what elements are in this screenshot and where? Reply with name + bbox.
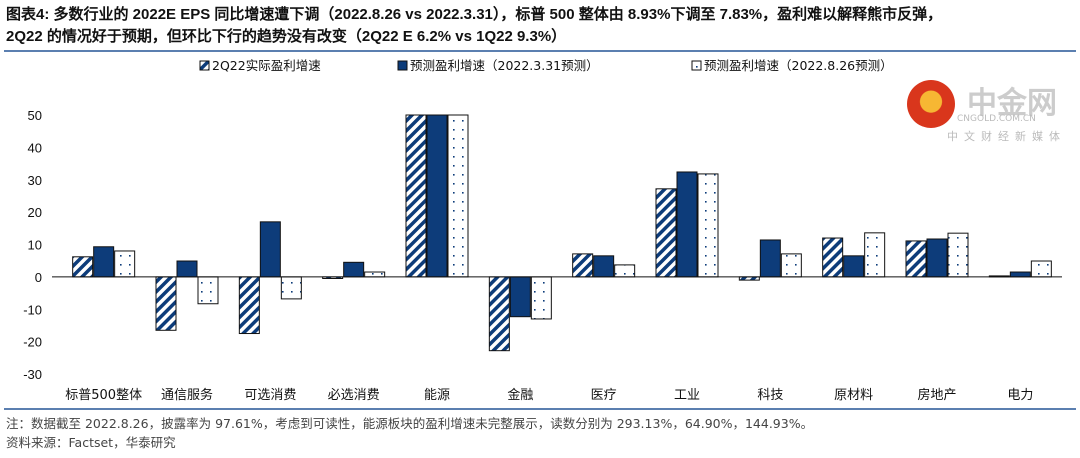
watermark-logo-icon <box>907 80 955 128</box>
y-tick-label: 20 <box>28 205 42 220</box>
bar-dots <box>197 276 219 305</box>
y-tick-label: 10 <box>28 238 42 253</box>
bar-solid <box>426 114 448 278</box>
bar-solid <box>926 238 948 278</box>
bar-dots <box>447 114 469 278</box>
bar-diagonal <box>822 237 844 278</box>
bar-dots <box>697 173 719 278</box>
chart-title: 图表4: 多数行业的 2022E EPS 同比增速遭下调（2022.8.26 v… <box>6 4 1076 48</box>
bar-dots <box>364 271 386 278</box>
x-tick-label: 原材料 <box>834 388 873 403</box>
bars <box>52 114 1062 352</box>
bar-dots <box>864 232 886 278</box>
x-tick-label: 必选消费 <box>328 388 380 403</box>
bar-dots <box>1030 260 1052 278</box>
y-tick-label: 50 <box>28 108 42 123</box>
bar-dots <box>947 232 969 278</box>
watermark: 中金网 CNGOLD.COM.CN 中文财经新媒体 <box>905 78 1075 150</box>
bar-diagonal <box>655 188 677 278</box>
y-tick-label: -10 <box>23 302 42 317</box>
watermark-url: CNGOLD.COM.CN <box>957 114 1036 124</box>
legend-label: 预测盈利增速（2022.3.31预测） <box>410 58 599 73</box>
title-divider <box>4 50 1076 52</box>
legend-label: 预测盈利增速（2022.8.26预测） <box>704 58 893 73</box>
x-tick-label: 医疗 <box>591 388 617 403</box>
y-axis: -30 -20 -10 0 10 20 30 40 50 <box>23 108 42 382</box>
bar-solid <box>509 276 531 318</box>
bar-solid <box>259 221 281 278</box>
legend-swatch-diagonal <box>199 60 210 71</box>
x-tick-label: 房地产 <box>917 387 956 403</box>
bar-solid <box>676 171 698 278</box>
bar-chart: 2Q22实际盈利增速 预测盈利增速（2022.3.31预测） 预测盈利增速（2022… <box>23 58 1062 403</box>
y-tick-label: -20 <box>23 335 42 350</box>
y-tick-label: 30 <box>28 173 42 188</box>
y-tick-label: -30 <box>23 367 42 382</box>
x-tick-label: 通信服务 <box>161 387 213 403</box>
bar-diagonal <box>572 253 594 278</box>
bar-solid <box>843 255 865 278</box>
bar-dots <box>530 276 552 320</box>
x-tick-label: 科技 <box>757 388 783 403</box>
bar-solid <box>593 255 615 278</box>
bar-solid <box>759 239 781 278</box>
note-text: 注：数据截至 2022.8.26，披露率为 97.61%，考虑到可读性，能源板块… <box>6 416 814 431</box>
bar-dots <box>114 250 136 278</box>
legend-swatch-dots <box>691 60 702 71</box>
watermark-tagline: 中文财经新媒体 <box>947 130 1066 143</box>
bar-diagonal <box>72 256 94 278</box>
bar-dots <box>780 253 802 278</box>
bar-dots <box>280 276 302 300</box>
bar-diagonal <box>905 240 927 278</box>
bar-solid <box>1009 271 1031 278</box>
x-axis-labels: 标普500整体 通信服务 可选消费 必选消费 能源 金融 医疗 工业 科技 原材料 房地产 电力 <box>65 387 1033 403</box>
x-tick-label: 能源 <box>424 388 450 403</box>
title-line-2: 2Q22 的情况好于预期，但环比下行的趋势没有改变（2Q22 E 6.2% vs… <box>6 28 567 45</box>
bar-diagonal <box>238 276 260 335</box>
x-tick-label: 可选消费 <box>244 388 296 403</box>
bar-diagonal <box>155 276 177 331</box>
bar-solid <box>93 246 115 278</box>
x-tick-label: 金融 <box>507 387 533 403</box>
legend-label: 2Q22实际盈利增速 <box>212 58 321 73</box>
title-line-1: 图表4: 多数行业的 2022E EPS 同比增速遭下调（2022.8.26 v… <box>6 6 943 23</box>
watermark-name: 中金网 <box>967 86 1057 121</box>
notes-divider <box>4 408 1076 410</box>
x-tick-label: 标普500整体 <box>65 388 142 403</box>
legend-swatch-solid <box>397 60 408 71</box>
y-tick-label: 0 <box>35 270 42 285</box>
bar-dots <box>614 264 636 278</box>
bar-diagonal <box>488 276 510 352</box>
x-tick-label: 电力 <box>1007 388 1033 403</box>
bar-solid <box>176 260 198 278</box>
y-tick-label: 40 <box>28 140 42 155</box>
bar-diagonal <box>405 114 427 278</box>
legend: 2Q22实际盈利增速 预测盈利增速（2022.3.31预测） 预测盈利增速（2022… <box>199 58 893 73</box>
source-text: 资料来源：Factset，华泰研究 <box>6 435 176 450</box>
x-tick-label: 工业 <box>674 388 700 403</box>
footnotes: 注：数据截至 2022.8.26，披露率为 97.61%，考虑到可读性，能源板块… <box>6 414 813 452</box>
bar-solid <box>343 261 365 278</box>
